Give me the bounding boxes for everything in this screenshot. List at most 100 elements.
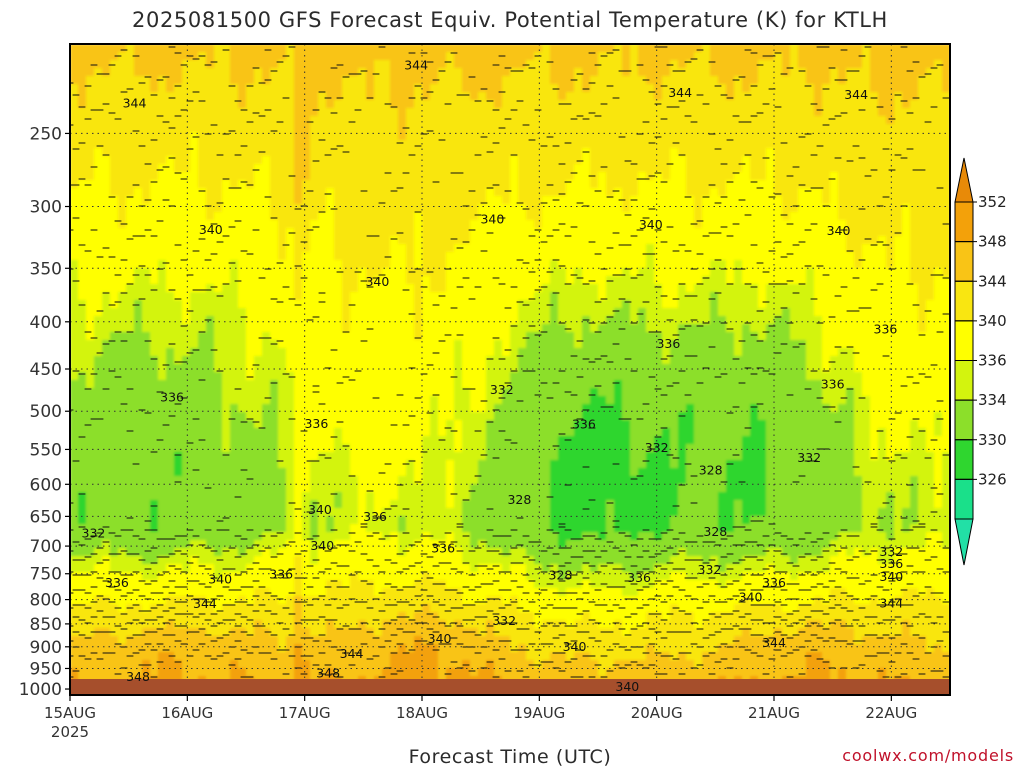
colorbar-band bbox=[954, 399, 974, 441]
colorbar-label: 352 bbox=[978, 193, 1007, 211]
contour-label: 332 bbox=[797, 450, 821, 465]
colorbar-band bbox=[954, 280, 974, 322]
x-tick-label: 19AUG bbox=[513, 704, 565, 722]
y-axis: 250 300 350 400 450 500 550 600 650 700 750 800 850 9… bbox=[19, 124, 70, 700]
contour-label: 348 bbox=[316, 666, 340, 681]
contour-338 bbox=[70, 199, 950, 618]
contour-340 bbox=[70, 136, 950, 636]
y-tick-label: 950 bbox=[30, 659, 62, 679]
x-axis: 15AUG 16AUG 17AUG 18AUG 19AUG 20AUG 21AUG 22AUG… bbox=[44, 695, 917, 741]
ground-bar bbox=[71, 679, 949, 694]
contour-330 bbox=[78, 382, 764, 549]
contour-label: 328 bbox=[699, 463, 723, 478]
contour-label: 340 bbox=[310, 538, 334, 553]
contour-label: 336 bbox=[656, 336, 680, 351]
contour-328 bbox=[558, 427, 596, 531]
colorbar-top-triangle bbox=[954, 157, 974, 203]
contour-label: 344 bbox=[193, 596, 217, 611]
y-tick-label: 750 bbox=[30, 565, 62, 585]
contour-label: 336 bbox=[762, 575, 786, 590]
y-tick-label: 500 bbox=[30, 402, 62, 422]
y-tick-label: 1000 bbox=[19, 680, 62, 700]
contour-label: 332 bbox=[82, 525, 106, 540]
contour-label: 344 bbox=[668, 85, 692, 100]
contour-label: 344 bbox=[123, 95, 147, 110]
contour-label: 340 bbox=[879, 569, 903, 584]
contour-label: 344 bbox=[879, 596, 903, 611]
grid-lines bbox=[69, 44, 950, 695]
contour-label: 340 bbox=[639, 217, 663, 232]
y-tick-label: 600 bbox=[30, 475, 62, 495]
contour-label: 340 bbox=[199, 222, 223, 237]
contour-label: 336 bbox=[874, 322, 898, 337]
chart-title: 2025081500 GFS Forecast Equiv. Potential… bbox=[132, 8, 888, 32]
contour-label: 336 bbox=[821, 377, 845, 392]
y-tick-label: 700 bbox=[30, 537, 62, 557]
y-tick-label: 800 bbox=[30, 591, 62, 611]
contour-label: 332 bbox=[492, 613, 516, 628]
x-tick-label: 21AUG bbox=[748, 704, 800, 722]
colorbar-label: 340 bbox=[978, 312, 1007, 330]
x-tick-label: 15AUG bbox=[44, 704, 96, 722]
contour-label: 340 bbox=[428, 631, 452, 646]
contour-label: 344 bbox=[340, 646, 364, 661]
y-tick-label: 550 bbox=[30, 440, 62, 460]
x-year-label: 2025 bbox=[51, 723, 89, 741]
theta-e-field bbox=[70, 44, 950, 695]
colorbar-band bbox=[954, 320, 974, 361]
colorbar: 352 348 344 340 336 334 330 326 bbox=[954, 157, 1007, 566]
y-tick-label: 900 bbox=[30, 638, 62, 658]
y-tick-label: 250 bbox=[30, 124, 62, 144]
contour-label: 336 bbox=[105, 575, 129, 590]
contour-label: 336 bbox=[269, 566, 293, 581]
contour-334 bbox=[70, 292, 926, 585]
contour-label: 332 bbox=[879, 544, 903, 559]
x-tick-label: 18AUG bbox=[396, 704, 448, 722]
contour-label: 340 bbox=[563, 639, 587, 654]
contour-label: 340 bbox=[739, 590, 763, 605]
y-tick-label: 400 bbox=[30, 313, 62, 333]
contour-label: 328 bbox=[549, 567, 573, 582]
contour-344 bbox=[70, 46, 950, 678]
contour-label: 336 bbox=[572, 417, 596, 432]
y-tick-label: 450 bbox=[30, 360, 62, 380]
contour-label: 332 bbox=[645, 440, 669, 455]
colorbar-label: 330 bbox=[978, 431, 1007, 449]
contour-label: 340 bbox=[827, 223, 851, 238]
colorbar-band bbox=[954, 201, 974, 243]
contour-label: 336 bbox=[363, 509, 387, 524]
contour-label: 332 bbox=[490, 382, 514, 397]
contour-332 bbox=[70, 328, 830, 567]
x-axis-label: Forecast Time (UTC) bbox=[408, 746, 612, 768]
source-credit[interactable]: coolwx.com/models bbox=[842, 746, 1014, 765]
colorbar-bottom-triangle bbox=[954, 518, 974, 566]
y-tick-label: 650 bbox=[30, 507, 62, 527]
colorbar-band bbox=[954, 360, 974, 401]
contour-label: 340 bbox=[615, 679, 639, 694]
contour-label: 340 bbox=[208, 572, 232, 587]
colorbar-label: 348 bbox=[978, 233, 1007, 251]
contour-label: 340 bbox=[308, 502, 332, 517]
y-tick-label: 350 bbox=[30, 259, 62, 279]
x-tick-label: 17AUG bbox=[279, 704, 331, 722]
contour-label: 336 bbox=[879, 556, 903, 571]
contour-label: 344 bbox=[762, 635, 786, 650]
x-tick-label: 22AUG bbox=[865, 704, 917, 722]
contour-label: 332 bbox=[698, 562, 722, 577]
colorbar-label: 336 bbox=[978, 352, 1007, 370]
contour-label: 348 bbox=[126, 669, 150, 684]
contour-label: 340 bbox=[480, 212, 504, 227]
y-tick-label: 850 bbox=[30, 615, 62, 635]
colorbar-band bbox=[954, 439, 974, 480]
contour-label: 328 bbox=[703, 524, 727, 539]
contour-label: 344 bbox=[844, 87, 868, 102]
contour-label: 344 bbox=[404, 57, 428, 72]
x-tick-label: 16AUG bbox=[161, 704, 213, 722]
colorbar-band bbox=[954, 241, 974, 282]
x-tick-label: 20AUG bbox=[631, 704, 683, 722]
contour-label: 336 bbox=[160, 389, 184, 404]
contour-336 bbox=[70, 253, 950, 600]
contour-label: 336 bbox=[304, 416, 328, 431]
